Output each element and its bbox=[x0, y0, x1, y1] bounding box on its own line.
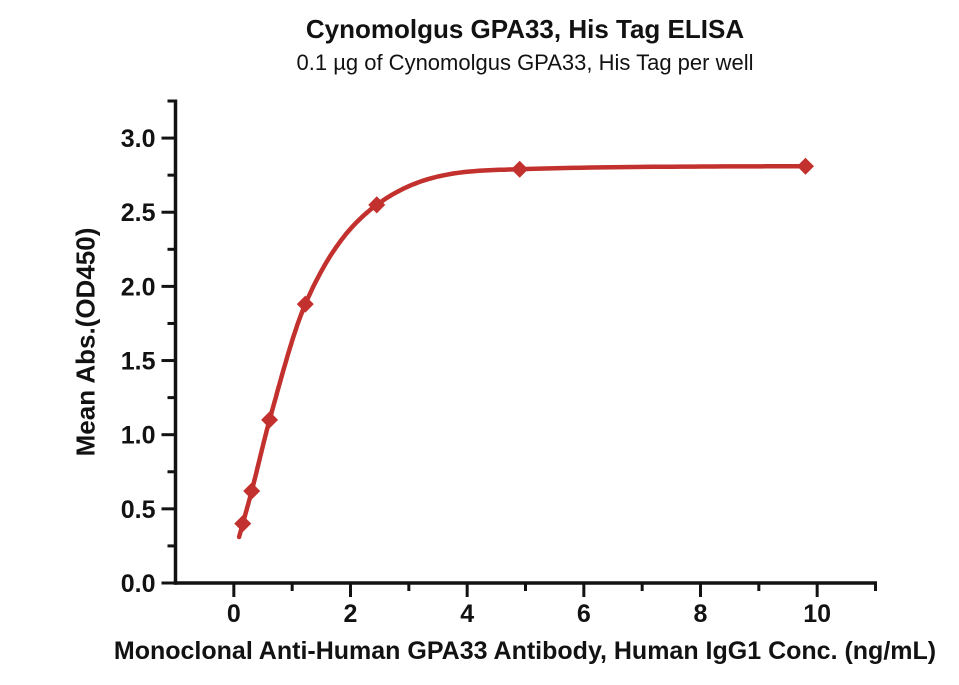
data-point-marker bbox=[796, 157, 815, 175]
chart-subtitle: 0.1 µg of Cynomolgus GPA33, His Tag per … bbox=[296, 50, 754, 75]
x-tick-label: 6 bbox=[577, 600, 591, 628]
fit-curve bbox=[236, 164, 808, 540]
y-tick-label: 1.5 bbox=[121, 348, 156, 376]
y-tick-label: 2.0 bbox=[121, 273, 156, 301]
y-tick-label: 0.0 bbox=[121, 570, 156, 598]
data-point-marker bbox=[261, 411, 279, 429]
data-point-marker bbox=[511, 160, 529, 178]
x-tick-label: 4 bbox=[460, 600, 474, 628]
data-point-marker bbox=[234, 515, 252, 533]
x-tick-label: 2 bbox=[344, 600, 358, 628]
x-tick-label: 8 bbox=[694, 600, 708, 628]
y-tick-label: 1.0 bbox=[121, 422, 156, 450]
chart-title: Cynomolgus GPA33, His Tag ELISA bbox=[305, 14, 745, 44]
data-point-marker bbox=[368, 196, 386, 214]
y-axis-label: Mean Abs.(OD450) bbox=[70, 227, 101, 457]
data-point-marker bbox=[243, 482, 261, 500]
data-point-marker bbox=[296, 295, 314, 313]
x-tick-label: 0 bbox=[227, 600, 241, 628]
y-tick-label: 2.5 bbox=[121, 199, 156, 227]
y-tick-label: 0.5 bbox=[121, 496, 156, 524]
y-tick-label: 3.0 bbox=[121, 125, 156, 153]
x-axis-label: Monoclonal Anti-Human GPA33 Antibody, Hu… bbox=[113, 637, 937, 665]
x-tick-label: 10 bbox=[803, 600, 831, 628]
